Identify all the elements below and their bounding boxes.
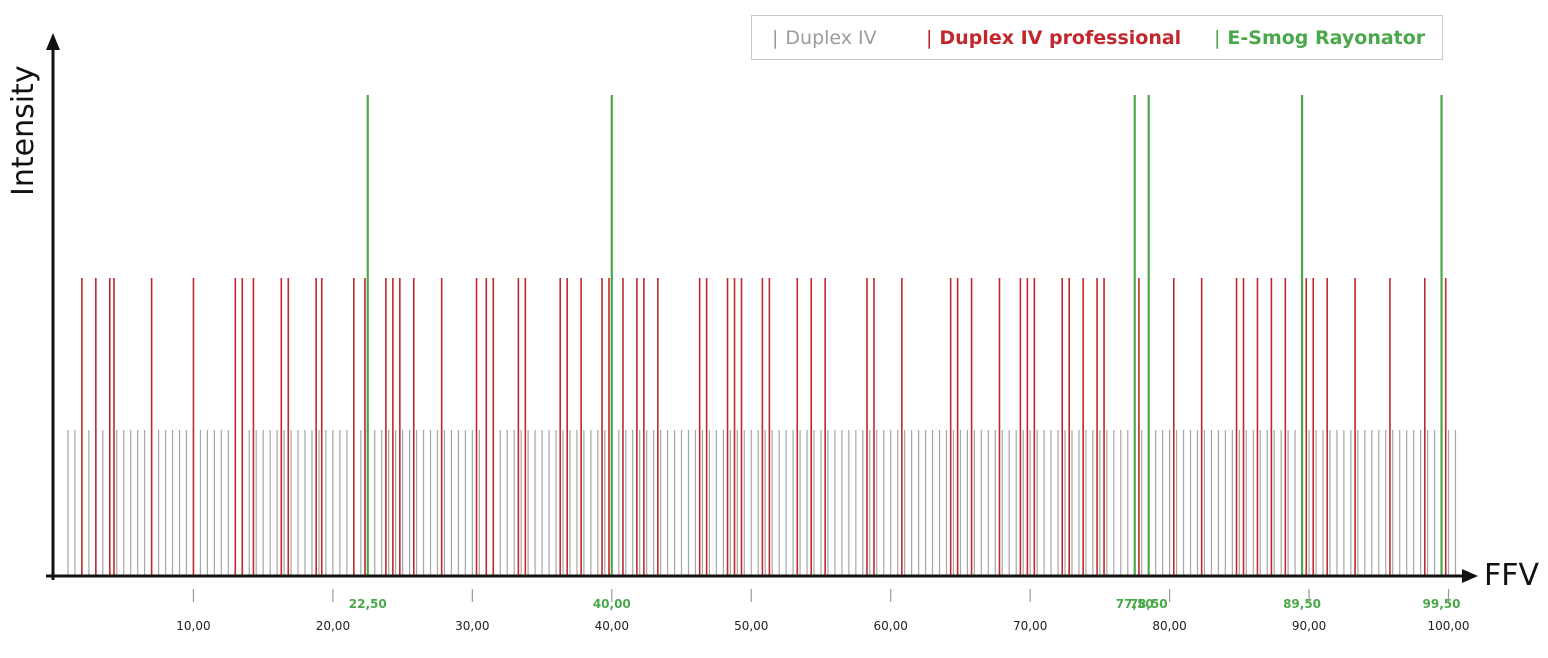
- x-axis-arrow: [1462, 569, 1478, 583]
- e-smog-value-label: 99,50: [1423, 597, 1461, 611]
- x-ticks: 10,00 20,00 30,00 40,00 50,00 60,00 70,00 80,00…: [176, 589, 1470, 633]
- x-tick-label: 20,00: [316, 619, 350, 633]
- x-tick-label: 30,00: [455, 619, 489, 633]
- x-tick-label: 80,00: [1152, 619, 1186, 633]
- duplex-iv-professional-lines: [81, 278, 1447, 576]
- legend-mark-green: |: [1214, 27, 1221, 49]
- e-smog-value-label: 40,00: [593, 597, 631, 611]
- x-tick-label: 50,00: [734, 619, 768, 633]
- x-tick-label: 100,00: [1428, 619, 1470, 633]
- legend-item-duplex-iv-professional: | Duplex IV professional: [926, 27, 1181, 49]
- legend-mark-red: |: [926, 27, 933, 49]
- y-axis-arrow: [46, 33, 60, 50]
- legend-mark-grey: |: [772, 27, 779, 49]
- x-tick-label: 60,00: [874, 619, 908, 633]
- x-tick-label: 70,00: [1013, 619, 1047, 633]
- legend-label-duplex-iv-professional: Duplex IV professional: [939, 27, 1182, 49]
- x-tick-label: 40,00: [595, 619, 629, 633]
- e-smog-value-label: 78,50: [1130, 597, 1168, 611]
- x-axis-label: FFV: [1484, 558, 1540, 593]
- legend-item-duplex-iv: | Duplex IV: [772, 27, 877, 49]
- e-smog-value-label: 77,50: [1116, 597, 1154, 611]
- legend: | Duplex IV | Duplex IV professional | E-Sm…: [751, 15, 1443, 60]
- e-smog-value-label: 89,50: [1283, 597, 1321, 611]
- legend-item-e-smog-rayonator: | E-Smog Rayonator: [1214, 27, 1425, 49]
- legend-label-duplex-iv: Duplex IV: [785, 27, 877, 49]
- e-smog-value-label: 22,50: [349, 597, 387, 611]
- y-axis-label: Intensity: [6, 65, 41, 196]
- legend-label-e-smog-rayonator: E-Smog Rayonator: [1227, 27, 1426, 49]
- x-tick-label: 10,00: [176, 619, 210, 633]
- x-tick-label: 90,00: [1292, 619, 1326, 633]
- axes: [46, 33, 1478, 583]
